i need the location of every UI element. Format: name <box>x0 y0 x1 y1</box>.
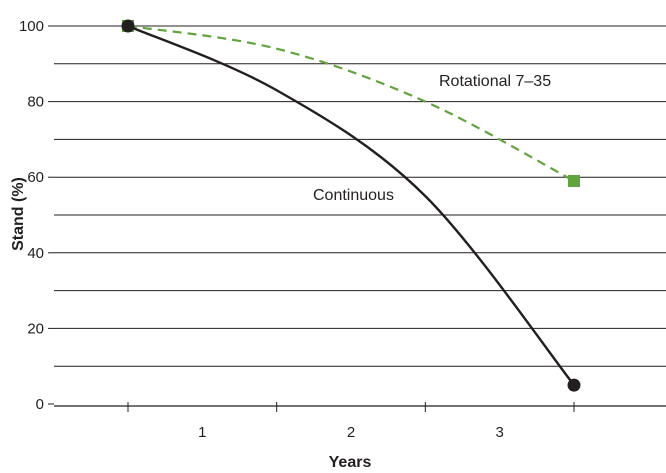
x-tick-label-2: 2 <box>347 424 355 441</box>
y-axis-title: Stand (%) <box>10 177 27 251</box>
series-layer <box>121 19 581 392</box>
marker-rotational-end <box>568 174 580 187</box>
y-tick-label-60: 60 <box>27 169 44 186</box>
x-tick-label-3: 3 <box>495 424 503 441</box>
y-tick-label-80: 80 <box>27 94 44 111</box>
marker-continuous-end <box>567 378 581 392</box>
axes <box>48 25 666 412</box>
grid-lines <box>54 25 666 367</box>
series-label-continuous: Continuous <box>313 187 394 204</box>
series-line-rotational <box>127 24 575 182</box>
marker-continuous-start <box>121 19 135 33</box>
y-tick-label-100: 100 <box>19 18 44 35</box>
y-tick-label-0: 0 <box>36 396 44 413</box>
y-tick-label-40: 40 <box>27 245 44 262</box>
x-axis-title: Years <box>329 454 372 471</box>
series-label-rotational: Rotational 7–35 <box>439 73 551 90</box>
tick-labels: 0 20 40 60 80 100 1 2 3 <box>19 18 504 441</box>
x-tick-label-1: 1 <box>198 424 206 441</box>
series-line-continuous <box>127 24 575 386</box>
y-tick-label-20: 20 <box>27 320 44 337</box>
